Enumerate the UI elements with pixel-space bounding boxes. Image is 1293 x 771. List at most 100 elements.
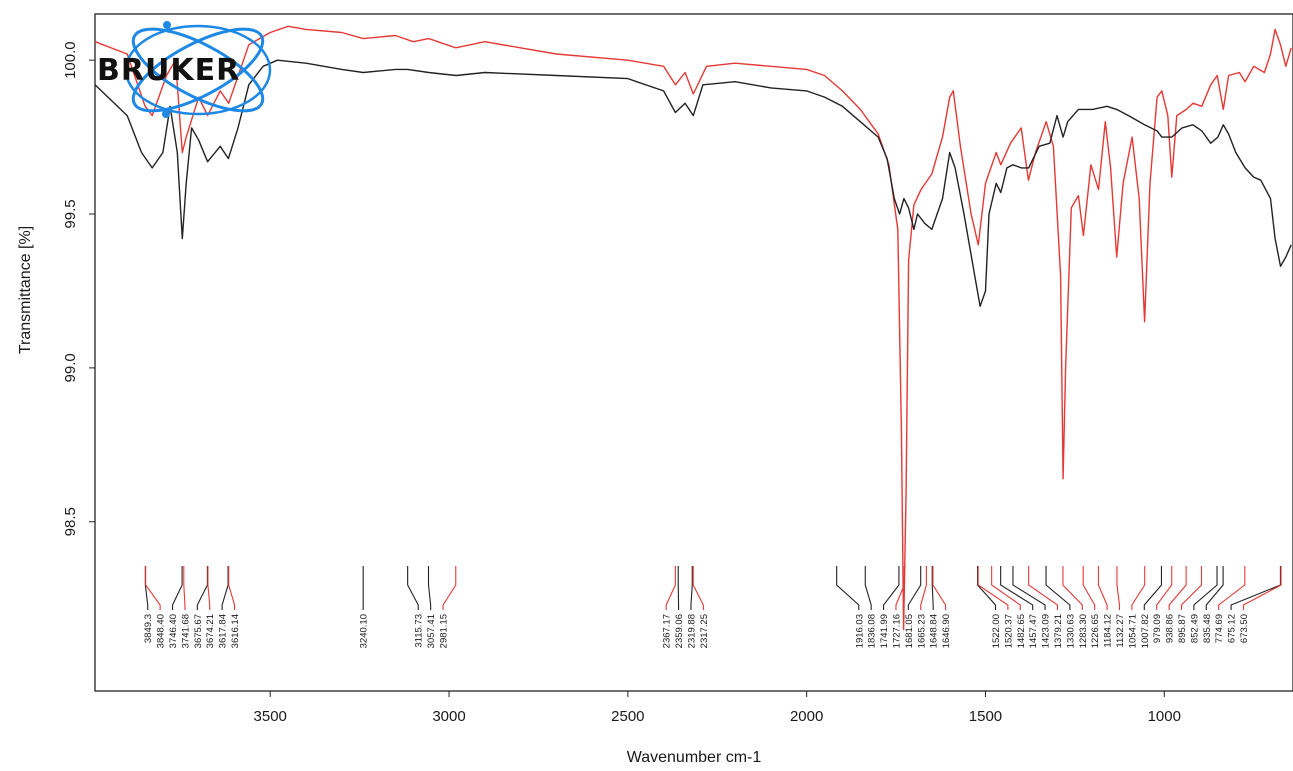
bruker-logo-orbit-1 <box>131 27 265 113</box>
peak-leader-line <box>1180 566 1203 610</box>
peak-label: 1522.00 <box>991 614 1002 648</box>
peak-label: 938.86 <box>1165 614 1176 643</box>
y-tick-label: 99.5 <box>62 199 79 228</box>
x-tick-label: 3000 <box>432 708 465 725</box>
peak-leader-line <box>1000 566 1034 610</box>
peak-label: 1423.09 <box>1041 614 1052 648</box>
peak-leader-line <box>931 566 934 610</box>
bruker-logo-dot-2 <box>162 110 170 118</box>
peak-label: 2367.17 <box>662 614 673 648</box>
peak-leader-line <box>221 566 229 610</box>
y-tick-label: 98.5 <box>62 507 79 536</box>
peak-leader-line <box>207 566 211 610</box>
peak-label: 3741.68 <box>180 614 191 648</box>
peak-leader-line <box>1156 566 1173 610</box>
peak-leader-line <box>864 566 872 610</box>
peak-leader-line <box>977 566 997 610</box>
peak-label: 3240.10 <box>359 614 370 648</box>
peak-label: 979.09 <box>1152 614 1163 643</box>
peak-label: 852.49 <box>1189 614 1200 643</box>
y-axis-title: Transmittance [%] <box>17 226 34 354</box>
peak-leader-line <box>145 566 161 610</box>
peak-label: 1283.30 <box>1078 614 1089 648</box>
peak-label: 1916.03 <box>854 614 865 648</box>
peak-label: 1054.71 <box>1127 614 1138 648</box>
peak-label: 3057.41 <box>426 614 437 648</box>
peak-label: 895.87 <box>1177 614 1188 643</box>
peak-label: 675.12 <box>1227 614 1238 643</box>
peak-leader-line <box>883 566 900 610</box>
spectra <box>94 25 1292 631</box>
x-tick-label: 2000 <box>790 708 823 725</box>
peak-label: 1482.65 <box>1016 614 1027 648</box>
peak-label: 1646.90 <box>941 614 952 648</box>
peak-label: 774.69 <box>1214 614 1225 643</box>
peak-label: 2981.15 <box>439 614 450 648</box>
peak-leader-line <box>1028 566 1059 610</box>
x-axis: 3500 3000 2500 2000 1500 1000 <box>254 691 1181 725</box>
peak-leader-line <box>991 566 1021 610</box>
peak-leader-line <box>977 566 1009 610</box>
peak-label: 673.50 <box>1239 614 1250 643</box>
peak-label: 1379.21 <box>1053 614 1064 648</box>
bruker-logo-dot-1 <box>163 21 171 29</box>
peak-leader-line <box>1168 566 1187 610</box>
peak-label: 3746.40 <box>168 614 179 648</box>
peak-label: 835.48 <box>1202 614 1213 643</box>
peak-label: 1226.65 <box>1090 614 1101 648</box>
peak-label: 1330.63 <box>1065 614 1076 648</box>
bruker-logo-orbit-3 <box>124 24 272 116</box>
peak-label: 1665.23 <box>916 614 927 648</box>
peak-leader-line <box>183 566 186 610</box>
peak-label: 2317.25 <box>699 614 710 648</box>
peak-label: 3848.40 <box>156 614 167 648</box>
bruker-logo-orbit-2 <box>131 27 265 113</box>
spectrum-red-line <box>94 25 1292 631</box>
peak-leader-line <box>427 566 432 610</box>
peak-label: 1520.37 <box>1003 614 1014 648</box>
peak-leader-line <box>665 566 676 610</box>
peak-leader-line <box>228 566 236 610</box>
peak-leader-line <box>932 566 947 610</box>
bruker-logo: BRUKER <box>97 21 272 118</box>
peak-label: 1681.05 <box>904 614 915 648</box>
peak-label: 1648.84 <box>929 614 940 648</box>
peak-leader-line <box>1230 566 1281 610</box>
peak-leader-line <box>895 566 905 610</box>
peak-label: 1457.47 <box>1028 614 1039 648</box>
y-tick-label: 100.0 <box>62 41 79 79</box>
peak-label: 3674.21 <box>205 614 216 648</box>
peak-leader-line <box>171 566 183 610</box>
peak-leader-line <box>196 566 208 610</box>
y-tick-label: 99.0 <box>62 353 79 382</box>
peak-leader-line <box>1205 566 1224 610</box>
peak-leader-line <box>1097 566 1108 610</box>
peak-label: 2319.88 <box>686 614 697 648</box>
x-tick-label: 1500 <box>969 708 1002 725</box>
peak-leader-line <box>1218 566 1246 610</box>
peak-leader-line <box>1116 566 1121 610</box>
peak-leader-line <box>1143 566 1163 610</box>
peak-leader-line <box>1062 566 1083 610</box>
peak-label: 1741.99 <box>879 614 890 648</box>
bruker-logo-text: BRUKER <box>97 53 240 88</box>
peak-label: 3616.14 <box>230 614 241 648</box>
peak-leader-line <box>1045 566 1071 610</box>
peak-leader-line <box>1082 566 1096 610</box>
peak-leader-line <box>920 566 927 610</box>
plot-frame <box>94 13 1293 692</box>
peak-leader-line <box>1131 566 1146 610</box>
peak-label: 3617.84 <box>218 614 229 648</box>
peak-leader-line <box>836 566 860 610</box>
peak-label: 1727.16 <box>891 614 902 648</box>
peak-label: 1836.08 <box>867 614 878 648</box>
peak-label: 3849.3 <box>143 614 154 643</box>
peak-leader-line <box>690 566 693 610</box>
peak-label: 1132.27 <box>1115 614 1126 648</box>
peak-label: 1007.82 <box>1140 614 1151 648</box>
x-axis-title: Wavenumber cm-1 <box>627 749 762 766</box>
peak-leader-line <box>907 566 922 610</box>
x-tick-label: 3500 <box>254 708 287 725</box>
x-tick-label: 2500 <box>611 708 644 725</box>
